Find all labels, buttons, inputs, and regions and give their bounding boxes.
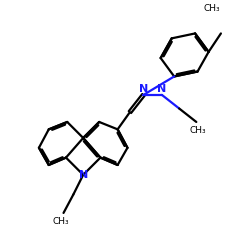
Text: CH₃: CH₃ <box>204 4 220 13</box>
Text: N: N <box>78 170 88 180</box>
Text: N: N <box>139 84 148 94</box>
Text: CH₃: CH₃ <box>53 217 69 226</box>
Text: CH₃: CH₃ <box>189 126 206 135</box>
Text: N: N <box>157 84 166 94</box>
